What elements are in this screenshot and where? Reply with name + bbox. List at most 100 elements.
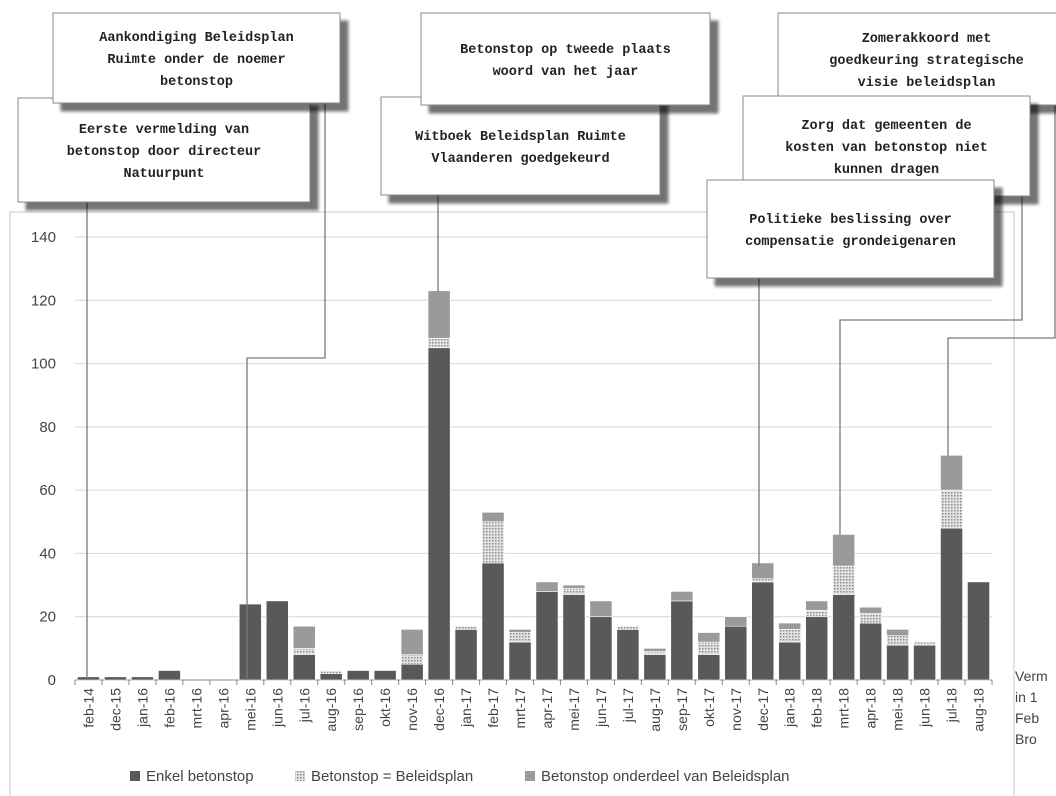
callout-box bbox=[52, 12, 341, 104]
bar-segment bbox=[697, 641, 721, 655]
bar-segment bbox=[481, 521, 505, 564]
annotation-leader-line bbox=[947, 105, 1056, 456]
x-tick-label: nov-17 bbox=[728, 688, 744, 731]
callout-box bbox=[380, 96, 661, 196]
gridlines bbox=[75, 236, 992, 681]
y-tick-label: 0 bbox=[48, 672, 56, 689]
bar-segment bbox=[805, 616, 829, 681]
x-tick-label: feb-16 bbox=[161, 688, 177, 728]
bar-segment bbox=[535, 591, 559, 681]
callout-text-line: Aankondiging Beleidsplan bbox=[99, 31, 293, 46]
x-tick-label: aug-16 bbox=[323, 688, 339, 732]
bar-segment bbox=[940, 455, 963, 491]
legend-swatch bbox=[295, 771, 305, 781]
bar-segment bbox=[131, 676, 154, 681]
bar-segment bbox=[292, 648, 316, 655]
bar-segment bbox=[481, 511, 505, 523]
callout-box bbox=[706, 179, 995, 279]
x-tick-label: mei-17 bbox=[566, 688, 582, 731]
x-tick-label: okt-17 bbox=[701, 688, 717, 727]
bar-segment bbox=[427, 290, 451, 339]
bar-segment bbox=[265, 600, 289, 681]
bar-segment bbox=[616, 629, 640, 681]
x-tick-label: jul-18 bbox=[944, 688, 960, 723]
bar-segment bbox=[535, 581, 559, 592]
bar-segment bbox=[724, 616, 748, 627]
callout-text-line: Vlaanderen goedgekeurd bbox=[431, 152, 609, 167]
bar-segment bbox=[751, 578, 775, 583]
bar-segment bbox=[562, 584, 586, 589]
callout-text-line: Witboek Beleidsplan Ruimte bbox=[415, 130, 626, 145]
y-tick-label: 100 bbox=[31, 356, 56, 373]
legend-label: Enkel betonstop bbox=[146, 768, 254, 785]
annotation-callout: Betonstop op tweede plaats woord van het … bbox=[420, 12, 711, 106]
x-tick-label: dec-15 bbox=[107, 688, 123, 731]
x-tick-label: mrt-16 bbox=[188, 688, 204, 729]
legend-label: Betonstop = Beleidsplan bbox=[311, 768, 473, 785]
bar-segment bbox=[508, 641, 532, 681]
bar-segment bbox=[832, 534, 856, 567]
callout-text-line: betonstop door directeur bbox=[67, 145, 261, 160]
bar-segment bbox=[508, 632, 532, 643]
y-tick-label: 120 bbox=[31, 292, 56, 309]
bar-segment bbox=[319, 673, 343, 681]
bar-segment bbox=[616, 625, 640, 630]
bar-segment bbox=[697, 654, 721, 681]
bar-segment bbox=[454, 629, 478, 681]
x-tick-label: okt-16 bbox=[377, 688, 393, 727]
bar-segment bbox=[859, 622, 882, 681]
x-tick-label: jan-18 bbox=[782, 688, 798, 728]
y-tick-label: 140 bbox=[31, 229, 56, 246]
x-tick-label: jul-17 bbox=[620, 688, 636, 723]
callout-text-line: Eerste vermelding van bbox=[79, 123, 249, 138]
side-note-line: Verm bbox=[1015, 668, 1048, 684]
bar-segment bbox=[940, 527, 963, 681]
legend-swatch bbox=[525, 771, 535, 781]
x-tick-label: feb-18 bbox=[809, 688, 825, 728]
bar-segment bbox=[967, 581, 990, 681]
x-tick-label: jun-17 bbox=[593, 688, 609, 728]
bar-segment bbox=[589, 600, 613, 618]
bar-segment bbox=[400, 654, 424, 665]
x-tick-label: aug-18 bbox=[971, 688, 987, 732]
bar-segment bbox=[77, 676, 100, 681]
bar-segment bbox=[886, 635, 909, 646]
callout-text-line: Politieke beslissing over bbox=[749, 213, 952, 228]
plot-frame bbox=[9, 211, 1015, 796]
annotation-callout: Zorg dat gemeenten de kosten van betonsto… bbox=[742, 95, 1031, 197]
x-tick-label: mei-16 bbox=[242, 688, 258, 731]
annotation-callout: Eerste vermelding van betonstop door dire… bbox=[17, 97, 311, 203]
x-tick-label: dec-17 bbox=[755, 688, 771, 731]
x-tick-label: feb-17 bbox=[485, 688, 501, 728]
y-tick-label: 60 bbox=[39, 482, 56, 499]
x-tick-label: mei-18 bbox=[890, 688, 906, 731]
bar-segment bbox=[724, 625, 748, 681]
bar-segment bbox=[940, 489, 963, 529]
x-axis: feb-14 dec-15 jan-16 feb-16 mrt-16 apr-16 mei-… bbox=[74, 680, 993, 732]
callout-text-line: Natuurpunt bbox=[123, 167, 204, 182]
bar-segment bbox=[859, 606, 882, 614]
bar-segment bbox=[481, 562, 505, 681]
annotation-callouts: Eerste vermelding van betonstop door dire… bbox=[17, 12, 1056, 279]
bar-segment bbox=[778, 629, 802, 643]
x-tick-label: mrt-18 bbox=[836, 688, 852, 729]
bar-segment bbox=[832, 565, 856, 595]
bar-segment bbox=[346, 670, 370, 681]
bar-segment bbox=[319, 670, 343, 674]
bar-segment bbox=[238, 603, 262, 681]
bar-segment bbox=[400, 663, 424, 681]
bar-segment bbox=[805, 600, 829, 611]
x-tick-label: jan-17 bbox=[458, 688, 474, 728]
bar-segment bbox=[913, 641, 936, 646]
bar-segment bbox=[562, 587, 586, 595]
bar-segment bbox=[778, 641, 802, 681]
annotation-leaders bbox=[86, 103, 1056, 680]
legend: Enkel betonstop Betonstop = Beleidsplan Be… bbox=[130, 768, 790, 785]
callout-box bbox=[777, 12, 1056, 106]
bar-segment bbox=[697, 632, 721, 643]
callout-text-line: kosten van betonstop niet bbox=[785, 141, 988, 156]
annotation-callout: Politieke beslissing over compensatie gro… bbox=[706, 179, 995, 279]
bar-segment bbox=[751, 581, 775, 681]
side-note: Verm in 1 Feb Bro bbox=[1015, 666, 1056, 750]
bar-segment bbox=[589, 616, 613, 681]
